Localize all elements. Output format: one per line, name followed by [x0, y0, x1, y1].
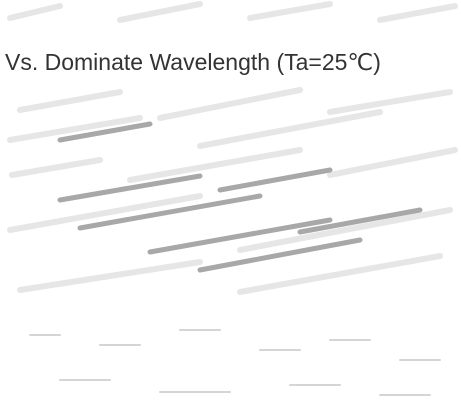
title: Vs. Dominate Wavelength (Ta=25℃) — [5, 49, 381, 75]
page: Vs. Dominate Wavelength (Ta=25℃) (() => … — [0, 0, 461, 405]
faint-dashes — [30, 330, 440, 395]
light-streaks — [10, 4, 455, 292]
screenshot: Vs. Dominate Wavelength (Ta=25℃) — [0, 0, 461, 405]
